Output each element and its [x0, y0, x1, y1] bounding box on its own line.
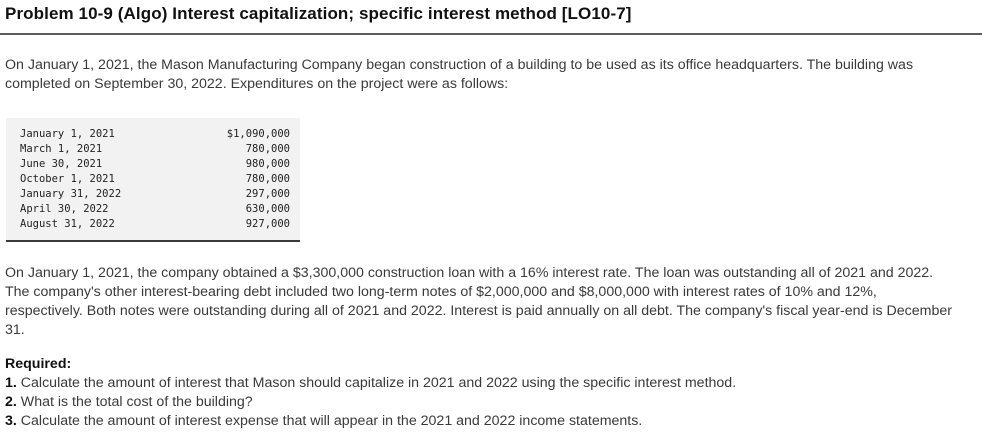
expenditure-amount: 927,000 — [245, 218, 290, 230]
required-item: 3. Calculate the amount of interest expe… — [5, 412, 736, 431]
expenditure-date: January 31, 2022 — [20, 188, 122, 200]
required-item-number: 3. — [5, 413, 17, 429]
expenditure-date: August 31, 2022 — [20, 218, 115, 230]
required-item-text: Calculate the amount of interest that Ma… — [20, 375, 737, 391]
expenditure-date: April 30, 2022 — [20, 203, 109, 215]
table-row: April 30, 2022 630,000 — [6, 202, 300, 217]
expenditure-amount: 297,000 — [245, 188, 290, 200]
title-divider — [0, 33, 982, 35]
problem-title: Problem 10-9 (Algo) Interest capitalizat… — [5, 4, 632, 23]
expenditure-amount: 780,000 — [245, 173, 290, 185]
required-item-text: What is the total cost of the building? — [20, 394, 253, 410]
expenditure-amount: 780,000 — [245, 143, 290, 155]
expenditure-date: October 1, 2021 — [20, 173, 115, 185]
loan-paragraph: On January 1, 2021, the company obtained… — [5, 265, 952, 338]
expenditure-amount: 980,000 — [245, 158, 290, 170]
expenditures-table: January 1, 2021 $1,090,000 March 1, 2021… — [6, 118, 300, 242]
table-row: January 31, 2022 297,000 — [6, 187, 300, 202]
required-item-number: 1. — [5, 375, 17, 391]
required-item-number: 2. — [5, 394, 17, 410]
table-row: March 1, 2021 780,000 — [6, 142, 300, 157]
table-row: January 1, 2021 $1,090,000 — [6, 127, 300, 142]
intro-paragraph: On January 1, 2021, the Mason Manufactur… — [5, 57, 914, 92]
table-row: October 1, 2021 780,000 — [6, 172, 300, 187]
expenditure-date: January 1, 2021 — [20, 128, 115, 140]
required-item-text: Calculate the amount of interest expense… — [20, 413, 643, 429]
required-item: 1. Calculate the amount of interest that… — [5, 374, 736, 393]
expenditure-amount: $1,090,000 — [226, 128, 290, 140]
required-heading: Required: — [5, 356, 72, 372]
table-row: August 31, 2022 927,000 — [6, 217, 300, 232]
expenditure-date: March 1, 2021 — [20, 143, 103, 155]
required-section: Required: 1. Calculate the amount of int… — [5, 355, 736, 431]
required-item: 2. What is the total cost of the buildin… — [5, 393, 736, 412]
table-row: June 30, 2021 980,000 — [6, 157, 300, 172]
expenditure-amount: 630,000 — [245, 203, 290, 215]
expenditure-date: June 30, 2021 — [20, 158, 103, 170]
